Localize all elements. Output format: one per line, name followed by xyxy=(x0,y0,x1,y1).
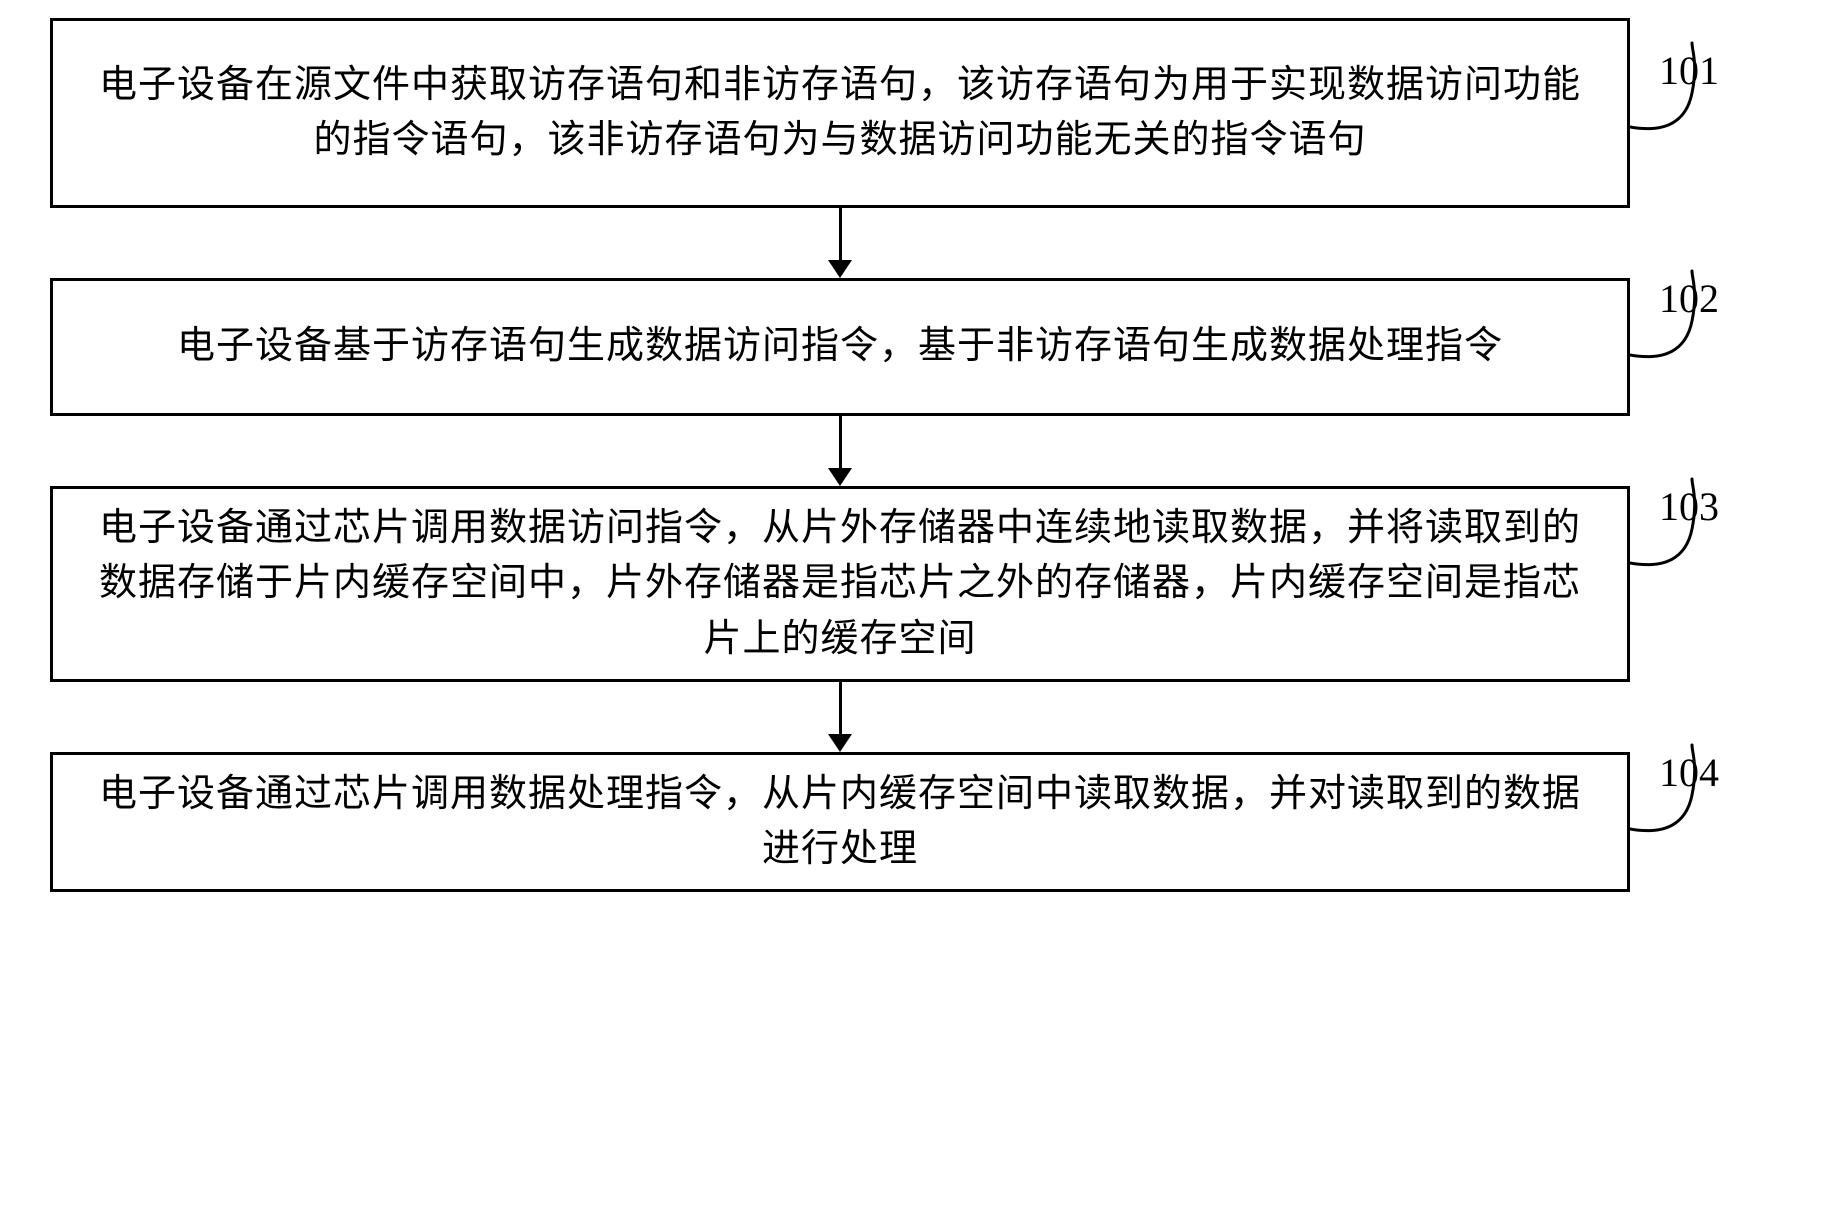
flow-node-connector xyxy=(1630,37,1740,137)
arrow-stem xyxy=(839,208,842,260)
flow-node-text: 电子设备基于访存语句生成数据访问指令，基于非访存语句生成数据处理指令 xyxy=(177,319,1503,374)
flow-arrow xyxy=(828,682,852,752)
flow-node-n4: 电子设备通过芯片调用数据处理指令，从片内缓存空间中读取数据，并对读取到的数据进行… xyxy=(50,752,1630,892)
arrow-stem xyxy=(839,682,842,734)
flow-node-n2: 电子设备基于访存语句生成数据访问指令，基于非访存语句生成数据处理指令102 xyxy=(50,278,1630,416)
flow-arrow xyxy=(828,208,852,278)
flow-node-n3: 电子设备通过芯片调用数据访问指令，从片外存储器中连续地读取数据，并将读取到的数据… xyxy=(50,486,1630,682)
arrow-head-icon xyxy=(828,260,852,278)
arrow-head-icon xyxy=(828,734,852,752)
flow-node-connector xyxy=(1630,473,1740,573)
flow-node-connector xyxy=(1630,265,1740,365)
flow-node-text: 电子设备通过芯片调用数据处理指令，从片内缓存空间中读取数据，并对读取到的数据进行… xyxy=(89,767,1591,877)
flow-node-connector xyxy=(1630,739,1740,839)
flow-arrow xyxy=(828,416,852,486)
flow-node-text: 电子设备通过芯片调用数据访问指令，从片外存储器中连续地读取数据，并将读取到的数据… xyxy=(89,501,1591,666)
arrow-head-icon xyxy=(828,468,852,486)
flow-node-n1: 电子设备在源文件中获取访存语句和非访存语句，该访存语句为用于实现数据访问功能的指… xyxy=(50,18,1630,208)
flowchart-container: 电子设备在源文件中获取访存语句和非访存语句，该访存语句为用于实现数据访问功能的指… xyxy=(50,18,1630,892)
flow-node-text: 电子设备在源文件中获取访存语句和非访存语句，该访存语句为用于实现数据访问功能的指… xyxy=(89,58,1591,168)
arrow-stem xyxy=(839,416,842,468)
